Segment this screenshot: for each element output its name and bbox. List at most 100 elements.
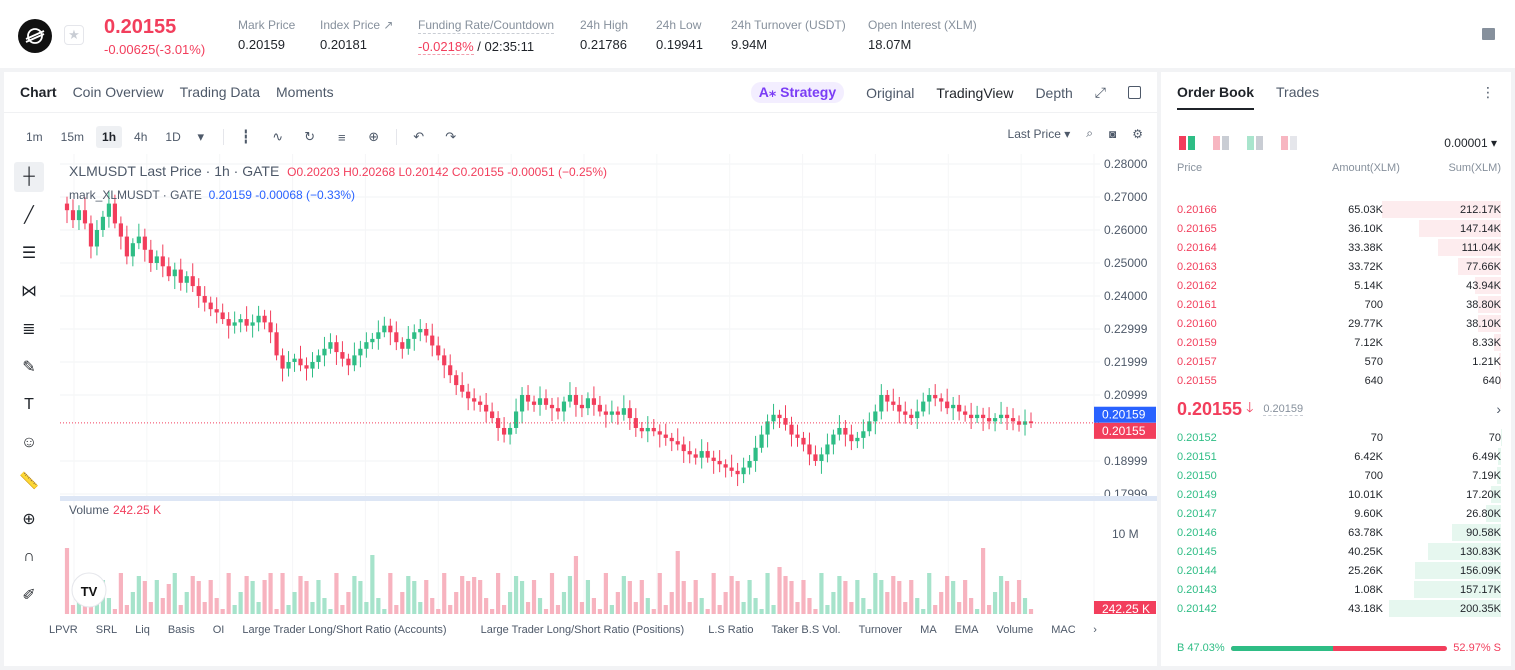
price-chart[interactable]: 0.28000 0.27000 0.26000 0.25000 0.24000 0.229… (60, 154, 1157, 614)
indicator-basis[interactable]: Basis (167, 624, 195, 636)
indicator-ema[interactable]: EMA (954, 624, 979, 636)
bid-row[interactable]: 0.20142 43.18K 200.35K (1161, 599, 1511, 618)
zoom-in-icon[interactable]: ⊕ (22, 511, 36, 528)
search-icon[interactable]: ⌕ (1086, 126, 1093, 140)
magnet-icon[interactable]: ∩ (23, 548, 35, 565)
indicator-ltlsr-positions[interactable]: Large Trader Long/Short Ratio (Positions… (480, 624, 685, 636)
row-price: 0.20164 (1177, 242, 1217, 254)
tab-original[interactable]: Original (866, 84, 915, 101)
tab-tradingview[interactable]: TradingView (936, 84, 1014, 101)
view-bids-icon[interactable] (1247, 136, 1263, 150)
bid-row[interactable]: 0.20151 6.42K 6.49K (1161, 447, 1511, 466)
window-icon[interactable] (1128, 86, 1141, 99)
timeframe-1h[interactable]: 1h (96, 126, 123, 148)
ask-row[interactable]: 0.20162 5.14K 43.94K (1161, 276, 1511, 295)
candle-body (873, 411, 878, 422)
list-icon[interactable]: ≡ (337, 129, 346, 145)
tab-moments[interactable]: Moments (276, 84, 334, 100)
timeframe-15m[interactable]: 15m (60, 130, 85, 144)
stat-index-price[interactable]: Index Price ↗ 0.20181 (320, 18, 394, 52)
trend-line-icon[interactable]: ╱ (24, 207, 34, 224)
view-sells-icon[interactable] (1281, 136, 1297, 150)
price-tick-label: 0.22999 (1104, 322, 1148, 336)
favorite-star-icon[interactable]: ★ (64, 25, 84, 45)
indicator-liq[interactable]: Liq (135, 624, 150, 636)
bid-row[interactable]: 0.20145 40.25K 130.83K (1161, 542, 1511, 561)
refresh-icon[interactable]: ↻ (304, 129, 316, 144)
ask-row[interactable]: 0.20157 570 1.21K (1161, 352, 1511, 371)
chevron-right-icon[interactable]: › (1496, 401, 1501, 417)
timeframe-1d[interactable]: 1D (165, 130, 181, 144)
bid-row[interactable]: 0.20146 63.78K 90.58K (1161, 523, 1511, 542)
tab-coin-overview[interactable]: Coin Overview (72, 84, 164, 100)
indicator-ls-ratio[interactable]: L.S Ratio (708, 624, 754, 636)
view-both-icon[interactable] (1179, 136, 1195, 150)
timeframe-1m[interactable]: 1m (26, 130, 43, 144)
candle-body (268, 322, 273, 333)
text-icon[interactable]: T (24, 396, 34, 413)
undo-icon[interactable]: ↶ (413, 129, 425, 144)
ask-row[interactable]: 0.20159 7.12K 8.33K (1161, 333, 1511, 352)
volume-bar (1028, 609, 1034, 614)
ask-row[interactable]: 0.20164 33.38K 111.04K (1161, 238, 1511, 257)
emoji-icon[interactable]: ☺ (20, 434, 38, 451)
add-icon[interactable]: ⊕ (368, 129, 380, 144)
chevron-right-icon[interactable]: › (1093, 624, 1097, 636)
bid-row[interactable]: 0.20147 9.60K 26.80K (1161, 504, 1511, 523)
bid-row[interactable]: 0.20150 700 7.19K (1161, 466, 1511, 485)
depth-bar (1451, 524, 1501, 541)
volume-bar (472, 577, 477, 614)
gear-icon[interactable]: ⚙ (1132, 126, 1143, 141)
timeframe-4h[interactable]: 4h (134, 130, 148, 144)
row-sum: 43.94K (1466, 280, 1501, 292)
horizontal-lines-icon[interactable]: ☰ (21, 245, 37, 262)
ask-row[interactable]: 0.20163 33.72K 77.66K (1161, 257, 1511, 276)
bid-row[interactable]: 0.20149 10.01K 17.20K (1161, 485, 1511, 504)
indicator-ltlsr-accounts[interactable]: Large Trader Long/Short Ratio (Accounts) (242, 624, 447, 636)
volume-bar (424, 580, 429, 614)
view-asks-icon[interactable] (1213, 136, 1229, 150)
tab-trades[interactable]: Trades (1276, 84, 1320, 100)
ask-row[interactable]: 0.20161 700 38.80K (1161, 295, 1511, 314)
indicator-srl[interactable]: SRL (95, 624, 118, 636)
indicator-oi[interactable]: OI (212, 624, 225, 636)
ruler-icon[interactable]: 📏 (19, 473, 39, 490)
expand-icon[interactable]: ⤢ (1094, 84, 1106, 100)
indicator-turnover[interactable]: Turnover (858, 624, 903, 636)
book-icon[interactable] (1482, 28, 1495, 40)
volume-bar (256, 602, 261, 614)
tab-depth[interactable]: Depth (1035, 84, 1073, 101)
price-type-select[interactable]: Last Price ▾ (1007, 126, 1071, 141)
redo-icon[interactable]: ↷ (445, 129, 457, 144)
ask-row[interactable]: 0.20166 65.03K 212.17K (1161, 200, 1511, 219)
brush-icon[interactable]: ✎ (22, 359, 36, 376)
volume-tag: 242.25 K (1102, 602, 1150, 614)
indicator-lpvr[interactable]: LPVR (49, 624, 78, 636)
tab-order-book[interactable]: Order Book (1177, 84, 1255, 110)
pencil-icon[interactable]: ✐ (22, 587, 36, 604)
tab-chart[interactable]: Chart (20, 84, 57, 100)
tab-trading-data[interactable]: Trading Data (179, 84, 261, 100)
caret-down-icon[interactable]: ▾ (197, 129, 204, 144)
candle-type-icon[interactable]: ┇ (241, 129, 250, 144)
strategy-button[interactable]: A⁎ Strategy (750, 82, 845, 103)
candle-body (340, 352, 345, 359)
fib-icon[interactable]: ≣ (22, 321, 36, 338)
bid-row[interactable]: 0.20143 1.08K 157.17K (1161, 580, 1511, 599)
bid-row[interactable]: 0.20144 25.26K 156.09K (1161, 561, 1511, 580)
precision-select[interactable]: 0.00001 ▾ (1444, 136, 1497, 150)
camera-icon[interactable]: ◙ (1108, 126, 1117, 141)
indicator-macd[interactable]: MACD (1051, 624, 1076, 636)
indicator-ma[interactable]: MA (920, 624, 937, 636)
indicator-volume[interactable]: Volume (996, 624, 1034, 636)
ask-row[interactable]: 0.20165 36.10K 147.14K (1161, 219, 1511, 238)
bid-row[interactable]: 0.20152 70 70 (1161, 428, 1511, 447)
crosshair-icon[interactable]: ┼ (14, 162, 44, 192)
candle-body (771, 414, 776, 422)
indicator-taker-vol[interactable]: Taker B.S Vol. (771, 624, 841, 636)
pattern-icon[interactable]: ⋈ (21, 283, 37, 300)
indicators-icon[interactable]: ∿ (272, 129, 284, 144)
ask-row[interactable]: 0.20160 29.77K 38.10K (1161, 314, 1511, 333)
more-icon[interactable]: ⋮ (1481, 84, 1495, 100)
ask-row[interactable]: 0.20155 640 640 (1161, 371, 1511, 390)
